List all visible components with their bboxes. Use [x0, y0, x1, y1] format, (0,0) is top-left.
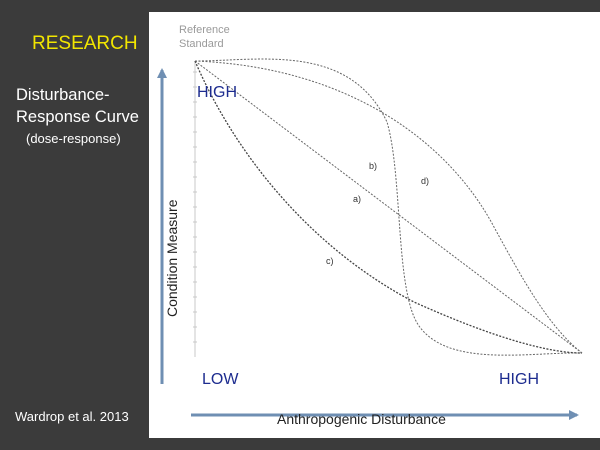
curve-label-c: c)	[326, 256, 334, 266]
reference-label-line2: Standard	[179, 38, 224, 50]
curve-b	[194, 58, 583, 356]
subtitle-line-1: Disturbance-	[16, 86, 110, 104]
citation: Wardrop et al. 2013	[15, 409, 129, 424]
y-low-label: LOW	[202, 371, 239, 388]
plot-left-ticks	[193, 71, 197, 343]
curve-d	[194, 60, 583, 354]
curve-label-a: a)	[353, 194, 361, 204]
y-high-label: HIGH	[197, 84, 237, 101]
curve-a	[194, 60, 583, 354]
x-axis-label: Anthropogenic Disturbance	[277, 411, 446, 427]
response-curve-diagram: Reference Standard	[157, 24, 583, 427]
subtitle-line-2: Response Curve	[16, 108, 139, 126]
slide-title: RESEARCH	[32, 33, 138, 54]
slide-subtitle: Disturbance- Response Curve	[16, 84, 139, 128]
x-high-label: HIGH	[499, 371, 539, 388]
subtitle-note: (dose-response)	[26, 131, 121, 146]
y-axis-label: Condition Measure	[164, 199, 180, 317]
curve-label-b: b)	[369, 161, 377, 171]
reference-label-line1: Reference	[179, 24, 230, 36]
curve-c	[194, 60, 583, 354]
curve-label-d: d)	[421, 176, 429, 186]
figure-panel: Reference Standard	[149, 12, 600, 438]
